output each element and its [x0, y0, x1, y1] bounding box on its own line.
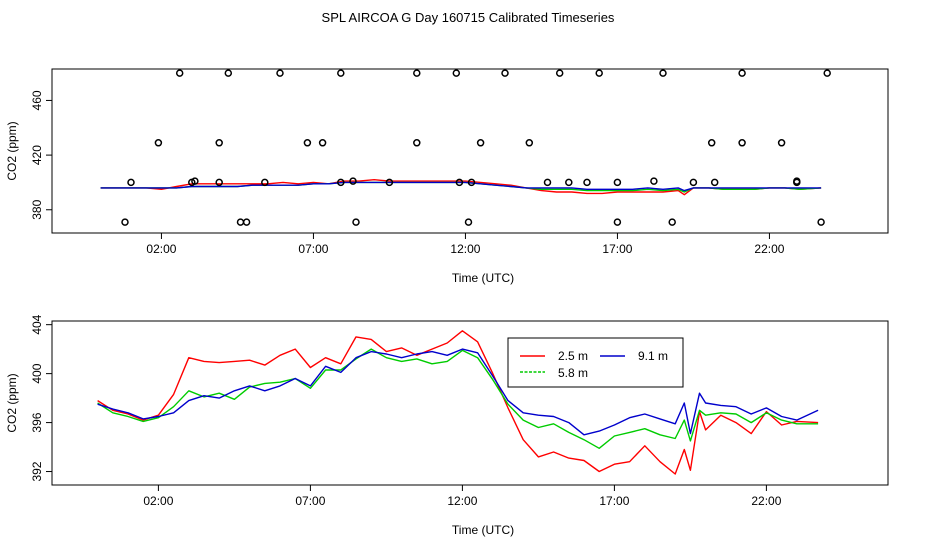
legend: 2.5 m 9.1 m 5.8 m [507, 337, 684, 388]
top-y-axis-label: CO2 (ppm) [5, 121, 19, 180]
calibration-point [215, 178, 223, 187]
legend-label-9-1m: 9.1 m [638, 349, 668, 363]
calibration-point [707, 139, 716, 147]
bottom-plot-frame [51, 320, 889, 486]
bottom-x-tick-label: 17:00 [599, 494, 629, 508]
bottom-y-tick-label: 392 [30, 461, 44, 481]
calibration-point [710, 178, 719, 187]
bottom-panel: 02:00 07:00 12:00 17:00 22:00 392 396 400 404 Ti… [5, 314, 889, 537]
calibration-point [738, 139, 746, 147]
bottom-x-tick-label: 12:00 [447, 494, 477, 508]
bottom-plot-area [97, 330, 819, 475]
calibration-point [817, 218, 825, 226]
calibration-point [215, 139, 223, 147]
calibration-point [303, 139, 312, 147]
bottom-x-tick-label: 22:00 [751, 494, 781, 508]
calibration-point [154, 139, 163, 147]
calibration-point [127, 178, 135, 187]
top-series-line-9-1-m [100, 181, 822, 192]
bottom-x-axis-label: Time (UTC) [452, 523, 514, 537]
calibration-point [668, 218, 676, 226]
calibration-point [175, 69, 184, 77]
top-x-tick-label: 17:00 [602, 242, 632, 256]
calibration-point [337, 69, 345, 77]
bottom-series-line-2-5-m [97, 330, 819, 475]
legend-label-2-5m: 2.5 m [558, 349, 588, 363]
calibration-point [349, 177, 357, 185]
top-panel: 02:00 07:00 12:00 17:00 22:00 380 420 460 Time … [5, 68, 889, 285]
calibration-point [242, 218, 251, 226]
top-x-tick-label: 02:00 [146, 242, 176, 256]
calibration-point [224, 69, 233, 77]
calibration-point [467, 178, 476, 187]
calibration-point [352, 218, 360, 226]
calibration-point [318, 139, 327, 147]
calibration-point [613, 178, 622, 187]
calibration-point [501, 69, 509, 77]
calibration-point [455, 178, 464, 187]
calibration-point [337, 178, 345, 187]
calibration-point [276, 69, 284, 77]
calibration-point [565, 178, 573, 187]
top-x-tick-label: 07:00 [298, 242, 328, 256]
calibration-point [236, 218, 245, 226]
bottom-series-line-9-1-m [97, 348, 819, 436]
top-x-tick-label: 12:00 [450, 242, 480, 256]
calibration-point [823, 69, 831, 77]
calibration-point [261, 178, 269, 187]
bottom-y-tick-label: 400 [30, 363, 44, 383]
calibration-point [689, 178, 698, 187]
bottom-series-line-5-8-m [97, 348, 819, 449]
calibration-point [464, 218, 473, 226]
calibration-point [476, 139, 485, 147]
top-y-tick-label: 420 [30, 145, 44, 165]
top-x-axis-label: Time (UTC) [452, 271, 514, 285]
calibration-point [659, 69, 667, 77]
calibration-point [413, 139, 421, 147]
calibration-point [525, 139, 534, 147]
top-y-tick-label: 380 [30, 199, 44, 219]
calibration-point [555, 69, 564, 77]
bottom-axes: 02:00 07:00 12:00 17:00 22:00 392 396 400 404 [30, 314, 782, 508]
top-plot-frame [51, 68, 889, 234]
bottom-y-axis-label: CO2 (ppm) [5, 373, 19, 432]
top-axes: 02:00 07:00 12:00 17:00 22:00 380 420 460 [30, 90, 785, 256]
top-x-tick-label: 22:00 [754, 242, 784, 256]
calibration-point [583, 178, 591, 187]
calibration-point [613, 218, 622, 226]
calibration-point [191, 177, 199, 185]
chart-title: SPL AIRCOA G Day 160715 Calibrated Times… [322, 10, 615, 25]
bottom-y-tick-label: 396 [30, 412, 44, 432]
bottom-x-tick-label: 07:00 [295, 494, 325, 508]
calibration-point [777, 139, 786, 147]
legend-label-5-8m: 5.8 m [558, 366, 588, 380]
top-y-tick-label: 460 [30, 90, 44, 110]
calibration-point [738, 69, 746, 77]
calibration-point [650, 177, 658, 185]
calibration-point [595, 69, 603, 77]
top-plot-area [100, 69, 831, 226]
calibration-point [452, 69, 461, 77]
calibration-point [385, 178, 394, 187]
calibration-point [543, 178, 552, 187]
calibration-point [413, 69, 421, 77]
legend-box [507, 337, 684, 388]
bottom-x-tick-label: 02:00 [143, 494, 173, 508]
calibration-point [793, 178, 801, 187]
calibration-point [121, 218, 129, 226]
bottom-y-tick-label: 404 [30, 314, 44, 334]
